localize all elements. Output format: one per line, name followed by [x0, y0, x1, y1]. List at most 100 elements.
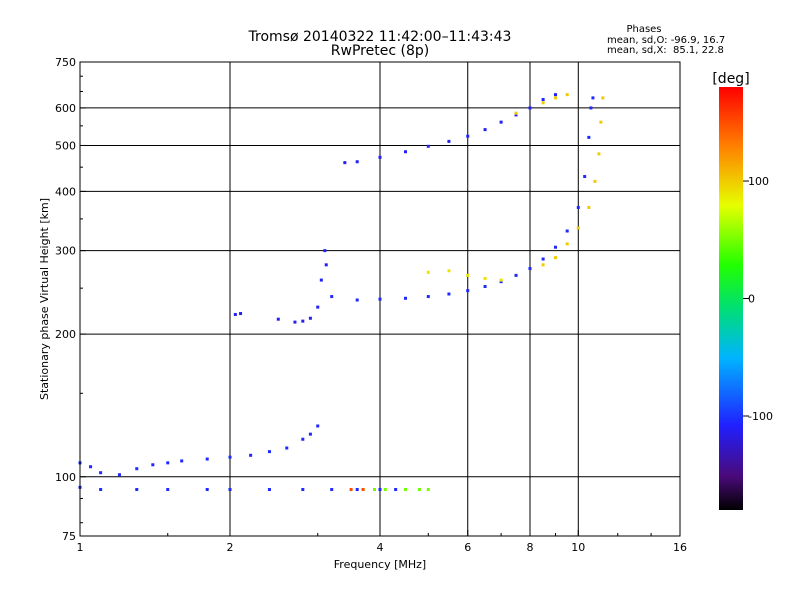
data-point [403, 150, 407, 154]
data-point [316, 305, 320, 309]
data-point [483, 128, 487, 132]
data-point [466, 134, 470, 138]
data-point [373, 488, 377, 492]
x-tick-label: 4 [377, 541, 384, 554]
data-point [166, 461, 170, 465]
data-point [541, 98, 545, 102]
data-point [383, 488, 387, 492]
data-point [301, 319, 305, 323]
data-point [349, 488, 353, 492]
data-point [89, 465, 93, 469]
data-point [233, 312, 237, 316]
data-point [378, 155, 382, 159]
data-point [587, 205, 591, 209]
data-point [447, 292, 451, 296]
data-point [601, 96, 605, 100]
x-tick-label: 1 [77, 541, 84, 554]
colorbar-gradient [719, 87, 743, 510]
data-point [361, 488, 365, 492]
phase-stats: Phases mean, sd,O: -96.9, 16.7 mean, sd,… [607, 24, 725, 56]
x-tick-label: 16 [673, 541, 687, 554]
colorbar-tick-label: 100 [748, 175, 769, 188]
data-point [499, 120, 503, 124]
data-point [426, 295, 430, 299]
data-point [553, 93, 557, 97]
axis-ticks [79, 61, 681, 537]
data-point [426, 270, 430, 274]
data-point [514, 113, 518, 117]
phase-stats-o: mean, sd,O: -96.9, 16.7 [607, 35, 725, 46]
x-tick-label: 6 [464, 541, 471, 554]
data-point [576, 226, 580, 230]
data-point [135, 488, 139, 492]
data-point [499, 280, 503, 284]
data-point [117, 473, 121, 477]
data-point [180, 459, 184, 463]
chart-subtitle: RwPretec (8p) [331, 43, 429, 59]
y-tick-label: 400 [55, 185, 76, 198]
data-point [541, 263, 545, 267]
data-point [587, 135, 591, 139]
data-point [355, 488, 359, 492]
data-point [514, 111, 518, 115]
data-point [565, 93, 569, 97]
y-tick-label: 300 [55, 245, 76, 258]
chart-title: Tromsø 20140322 11:42:00–11:43:43 [248, 29, 512, 45]
data-point [597, 152, 601, 156]
data-point [330, 295, 334, 299]
y-tick-label: 600 [55, 102, 76, 115]
data-point [565, 242, 569, 246]
data-point [483, 285, 487, 289]
data-point [528, 267, 532, 271]
data-point [499, 278, 503, 282]
data-point [417, 488, 421, 492]
chart-title-block: Tromsø 20140322 11:42:00–11:43:43 RwPret… [248, 29, 512, 59]
phase-stats-x: mean, sd,X: 85.1, 22.8 [607, 45, 724, 56]
data-point [293, 320, 297, 324]
colorbar-ticks: 100 0 -100 [743, 175, 773, 423]
colorbar-label: [deg] [712, 71, 749, 87]
x-tick-label: 10 [571, 541, 585, 554]
data-point [466, 273, 470, 277]
data-point [151, 463, 155, 467]
data-point [553, 245, 557, 249]
data-point [591, 96, 595, 100]
y-tick-label: 100 [55, 471, 76, 484]
data-point [267, 488, 271, 492]
data-point [267, 450, 271, 454]
y-tick-label: 750 [55, 56, 76, 69]
x-tick-label: 8 [527, 541, 534, 554]
data-point [553, 256, 557, 260]
y-axis-label: Stationary phase Virtual Height [km] [38, 198, 51, 400]
data-point [301, 488, 305, 492]
y-tick-label: 500 [55, 139, 76, 152]
data-point [228, 455, 232, 459]
data-point [589, 106, 593, 110]
data-point [403, 488, 407, 492]
data-point [355, 298, 359, 302]
data-point [447, 269, 451, 273]
data-point [308, 432, 312, 436]
data-point [394, 488, 398, 492]
data-point [205, 488, 209, 492]
y-tick-labels: 75 100 200 300 400 500 600 750 [55, 56, 76, 543]
phase-stats-header: Phases [626, 24, 661, 35]
data-point [541, 257, 545, 261]
data-point [466, 289, 470, 293]
data-point [99, 471, 103, 475]
data-point [355, 160, 359, 164]
x-tick-label: 2 [227, 541, 234, 554]
grid-lines [80, 62, 680, 536]
data-point [135, 467, 139, 471]
data-point [565, 229, 569, 233]
data-point [99, 488, 103, 492]
data-point [228, 488, 232, 492]
data-point [285, 446, 289, 450]
data-point [276, 317, 280, 321]
data-point [403, 296, 407, 300]
data-point [528, 106, 532, 110]
data-point [447, 139, 451, 143]
data-point [426, 144, 430, 148]
data-point [553, 96, 557, 100]
